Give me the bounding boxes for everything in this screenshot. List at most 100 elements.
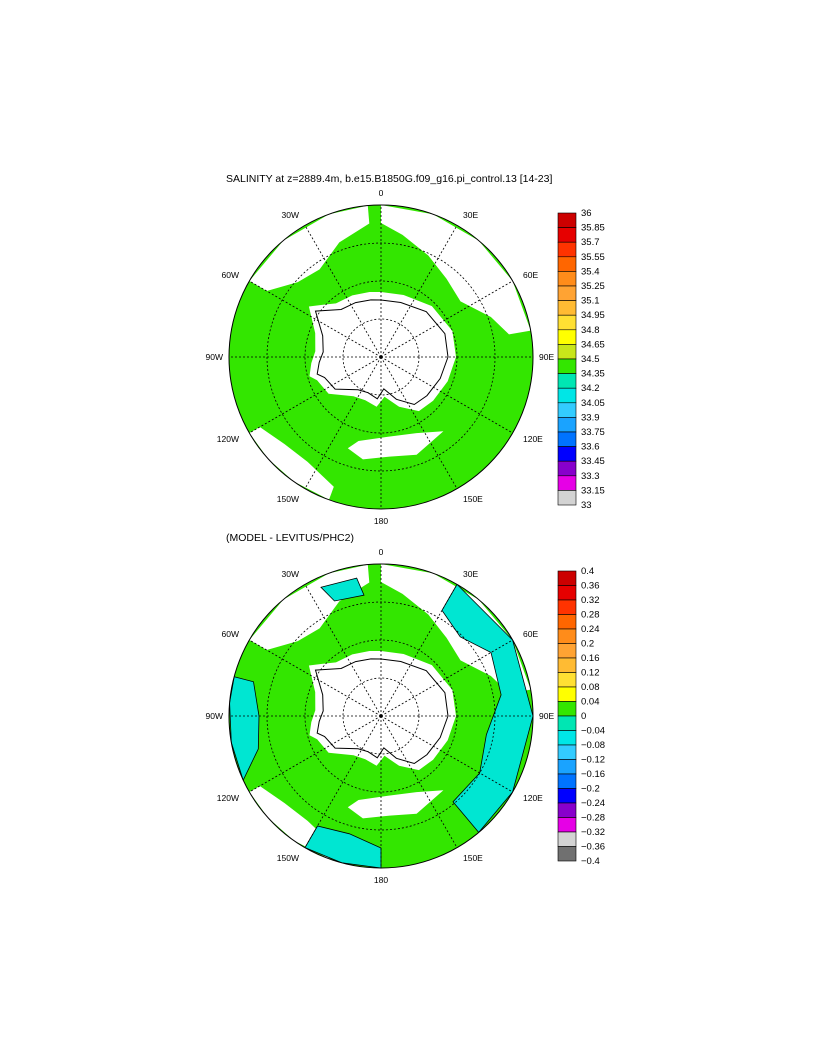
colorbar-swatch [557,802,577,818]
colorbar-swatch [557,241,577,258]
colorbar-label: 0.16 [581,653,600,664]
colorbar-swatch [557,212,577,228]
longitude-label: 150E [463,494,483,504]
longitude-label: 90W [206,352,223,362]
colorbar-label: 33.3 [581,471,600,482]
map-border [228,563,534,869]
colorbar-label: 0.28 [581,610,600,621]
colorbar-label: −0.04 [581,726,605,737]
colorbar-label: 35.1 [581,296,600,307]
colorbar-swatch [557,475,577,491]
colorbar-swatch [557,715,577,731]
colorbar-label: 36 [581,208,592,219]
salinity-panel: SALINITY at z=2889.4m, b.e15.B1850G.f09_… [206,173,605,526]
colorbar-label: 0.4 [581,566,594,577]
difference-map: 0 30E 60E 90E 120E 150E 180 150W 120W 90W 60W 30W [206,547,555,885]
colorbar-label: 35.85 [581,223,605,234]
negative-anomaly-region [229,676,260,782]
colorbar-swatch [557,614,577,630]
longitude-label: 180 [374,875,388,885]
meridian-line [380,584,458,717]
colorbar-swatch [557,344,577,360]
longitude-label: 150W [277,494,299,504]
colorbar-swatch [557,373,577,389]
longitude-label: 60E [523,629,538,639]
difference-panel: (MODEL - LEVITUS/PHC2) 0 30E 60E 90E 120E 150… [206,532,606,885]
colorbar-label: 33.45 [581,456,605,467]
colorbar-swatch [557,314,577,331]
colorbar-swatch [557,672,577,688]
meridian-line [304,356,382,489]
colorbar-label: 35.4 [581,266,600,277]
difference-title: (MODEL - LEVITUS/PHC2) [226,532,354,544]
longitude-label: 60E [523,270,538,280]
colorbar-swatch [557,271,577,287]
longitude-label: 30E [463,210,478,220]
colorbar-label: −0.24 [581,798,605,809]
colorbar-label: 0.04 [581,697,600,708]
colorbar-swatch [557,744,577,760]
colorbar-swatch [557,585,577,601]
colorbar-swatch [557,285,577,301]
longitude-label: 180 [374,516,388,526]
colorbar-swatch [557,759,577,775]
colorbar-swatch [557,387,577,404]
colorbar-swatch [557,730,577,746]
longitude-label: 120W [217,434,239,444]
meridian-line [380,280,513,358]
antarctica-outline [314,658,449,765]
colorbar-label: −0.16 [581,769,605,780]
colorbar-swatch [557,417,577,433]
colorbar-label: −0.4 [581,856,600,867]
longitude-label: 90E [539,352,554,362]
longitude-label: 30W [282,210,299,220]
colorbar-swatch [557,460,577,477]
antarctica-outline [314,299,449,406]
colorbar-label: 35.55 [581,252,605,263]
colorbar-swatch [557,628,577,644]
colorbar-label: 0.12 [581,668,600,679]
colorbar-label: 33 [581,500,592,511]
missing-data-region [347,431,444,460]
colorbar-swatch [557,570,577,586]
colorbar-label: 0.2 [581,639,594,650]
colorbar-swatch [557,256,577,272]
meridian-line [380,225,458,358]
colorbar-label: 33.6 [581,442,600,453]
colorbar-swatch [557,329,577,345]
meridian-line [380,356,458,489]
ocean-field [229,205,533,509]
difference-colorbar: 0.4 0.36 0.32 0.28 0.24 0.2 0.16 0.12 0.08 0.04 0 −… [557,566,605,867]
missing-data-region [249,427,334,500]
map-border [228,204,534,510]
longitude-label: 120E [523,793,543,803]
colorbar-swatch [557,817,577,833]
meridian-line [304,584,382,717]
colorbar-label: 35.25 [581,281,605,292]
longitude-label: 30W [282,569,299,579]
colorbar-label: 34.8 [581,325,600,336]
colorbar-label: −0.28 [581,813,605,824]
meridian-line [380,715,513,793]
colorbar-swatch [557,643,577,659]
longitude-label: 0 [379,188,384,198]
colorbar-swatch [557,831,577,847]
missing-data-region [347,790,444,819]
colorbar-label: 34.35 [581,369,605,380]
longitude-label: 90W [206,711,223,721]
ocean-field [229,564,533,868]
colorbar-label: 35.7 [581,237,600,248]
colorbar-label: 34.95 [581,310,605,321]
colorbar-label: 33.15 [581,485,605,496]
colorbar-swatch [557,227,577,243]
longitude-label: 90E [539,711,554,721]
colorbar-label: 0.24 [581,624,600,635]
colorbar-swatch [557,446,577,462]
missing-data-region [381,205,531,335]
negative-anomaly-region [320,577,365,602]
meridian-line [380,639,513,717]
colorbar-label: 0.32 [581,595,600,606]
colorbar-swatch [557,773,577,789]
colorbar-label: −0.08 [581,740,605,751]
